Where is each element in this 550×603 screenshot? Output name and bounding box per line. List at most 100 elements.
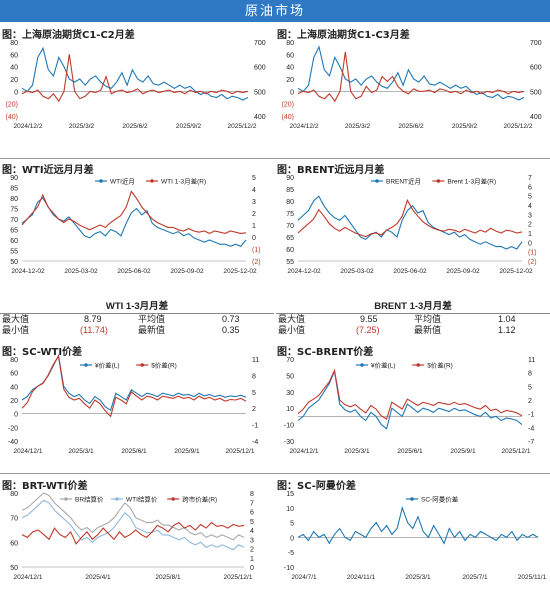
y2-tick-label: 700 <box>254 40 266 47</box>
x-tick-label: 2025-12-02 <box>223 268 257 275</box>
y2-tick-label: 1 <box>252 223 256 230</box>
y2-tick-label: 0 <box>252 235 256 242</box>
y-tick-label: 0 <box>290 535 294 542</box>
y2-tick-label: 2 <box>252 211 256 218</box>
x-tick-label: 2025-03-02 <box>64 268 98 275</box>
y-tick-label: 5 <box>290 521 294 528</box>
y-tick-label: -40 <box>8 439 18 446</box>
y-tick-label: 85 <box>10 186 18 193</box>
y-tick-label: 60 <box>10 540 18 547</box>
legend-label: WTI 1-3月差(R) <box>161 177 206 186</box>
stat-label: 最大值 <box>278 314 306 324</box>
legend-marker <box>410 497 414 501</box>
x-tick-label: 2025-12-02 <box>499 268 533 275</box>
y-tick-label: (40) <box>282 114 294 121</box>
wti-stats-table: WTI 1-3月月差 最大值 8.79 平均值 0.73 最小值 (11.74) 最新值 0… <box>0 301 274 336</box>
y2-tick-label: 3 <box>252 199 256 206</box>
y2-tick-label: 0 <box>250 565 254 572</box>
legend-label: ¥价差(L) <box>371 361 396 370</box>
series-line-blue <box>21 46 249 101</box>
stat-value: 1.04 <box>498 314 516 324</box>
caption-sc-c1c3: 图：上海原油期货C1-C3月差 <box>277 30 410 41</box>
y2-tick-label: 0 <box>528 240 532 247</box>
y-tick-label: 40 <box>10 384 18 391</box>
y2-tick-label: 4 <box>528 203 532 210</box>
y-tick-label: 70 <box>10 516 18 523</box>
y-tick-label: 50 <box>10 259 18 266</box>
x-tick-label: 2025/9/2 <box>452 123 478 130</box>
legend-marker <box>375 179 379 183</box>
x-tick-label: 2025/3/2 <box>345 123 371 130</box>
y2-tick-label: 1 <box>250 556 254 563</box>
legend-label: SC-阿曼价差 <box>421 495 459 504</box>
legend-marker <box>150 179 154 183</box>
y-tick-label: -5 <box>288 550 294 557</box>
x-tick-label: 2025/9/2 <box>176 123 202 130</box>
y-tick-label: 60 <box>10 371 18 378</box>
y-tick-label: 80 <box>286 40 294 47</box>
stat-value: 9.55 <box>360 314 378 324</box>
x-tick-label: 2025/9/1 <box>450 448 476 455</box>
legend-label: $价差(R) <box>427 361 453 370</box>
y-tick-label: 10 <box>286 506 294 513</box>
y2-tick-label: 2 <box>528 222 532 229</box>
y-tick-label: 80 <box>10 196 18 203</box>
stat-value: 0.73 <box>222 314 240 324</box>
y2-tick-label: 2 <box>528 398 532 405</box>
y2-tick-label: 500 <box>530 89 542 96</box>
legend-marker <box>140 363 144 367</box>
y2-tick-label: 6 <box>250 510 254 517</box>
legend-marker <box>115 497 119 501</box>
y2-tick-label: 8 <box>528 371 532 378</box>
y-tick-label: 80 <box>10 491 18 498</box>
y2-tick-label: (2) <box>252 259 261 266</box>
x-tick-label: 2024/7/1 <box>291 574 317 581</box>
y2-tick-label: -7 <box>528 439 534 446</box>
stat-label: 平均值 <box>414 314 442 324</box>
y2-tick-label: 500 <box>254 89 266 96</box>
legend-label: WTI近月 <box>110 177 135 186</box>
y2-tick-label: 4 <box>250 528 254 535</box>
legend-marker <box>64 497 68 501</box>
y-tick-label: 85 <box>286 187 294 194</box>
series-line-blue <box>297 195 523 250</box>
y2-tick-label: (2) <box>528 259 537 266</box>
stat-value: 1.12 <box>498 325 516 335</box>
x-tick-label: 2025/6/1 <box>121 448 147 455</box>
legend-label: $价差(R) <box>151 361 177 370</box>
y-tick-label: 70 <box>10 217 18 224</box>
y-tick-label: 60 <box>286 52 294 59</box>
y2-tick-label: 3 <box>250 537 254 544</box>
y-tick-label: 0 <box>14 89 18 96</box>
stat-label: 平均值 <box>138 314 166 324</box>
chart-sc-c1c3: 80 60 40 20 0 (20) (40) 700 600 500 400 2024/12/2 20… <box>282 40 542 130</box>
x-tick-label: 2025/11/1 <box>518 574 547 581</box>
series-line-red <box>21 54 249 103</box>
y2-tick-label: 700 <box>530 40 542 47</box>
x-tick-label: 2025-06-02 <box>393 268 427 275</box>
x-tick-label: 2024/12/1 <box>14 574 43 581</box>
series-line-blue <box>21 197 247 247</box>
legend-marker <box>416 363 420 367</box>
wti-stats-title: WTI 1-3月月差 <box>0 301 274 314</box>
series-line-red <box>297 51 525 103</box>
y2-tick-label: 2 <box>250 547 254 554</box>
x-tick-label: 2025/3/1 <box>68 448 94 455</box>
y2-tick-label: 5 <box>528 384 532 391</box>
stat-label: 最新值 <box>138 325 166 335</box>
y-tick-label: 65 <box>286 235 294 242</box>
y2-tick-label: 7 <box>250 500 254 507</box>
series-line-blue <box>297 45 525 101</box>
caption-sc-c1c2: 图：上海原油期货C1-C2月差 <box>2 30 135 41</box>
legend-label: Brent 1-3月差(R) <box>447 177 496 186</box>
stat-value: 0.35 <box>222 325 240 335</box>
series-line-blue <box>297 369 523 430</box>
caption-wti-spread: 图：WTI近远月月差 <box>2 165 94 176</box>
y-tick-label: (40) <box>6 114 18 121</box>
x-tick-label: 2025/3/1 <box>344 448 370 455</box>
y2-tick-label: -1 <box>528 412 534 419</box>
y2-tick-label: (1) <box>528 250 537 257</box>
y2-tick-label: 7 <box>528 175 532 182</box>
y2-tick-label: 6 <box>528 184 532 191</box>
y2-tick-label: 400 <box>530 114 542 121</box>
